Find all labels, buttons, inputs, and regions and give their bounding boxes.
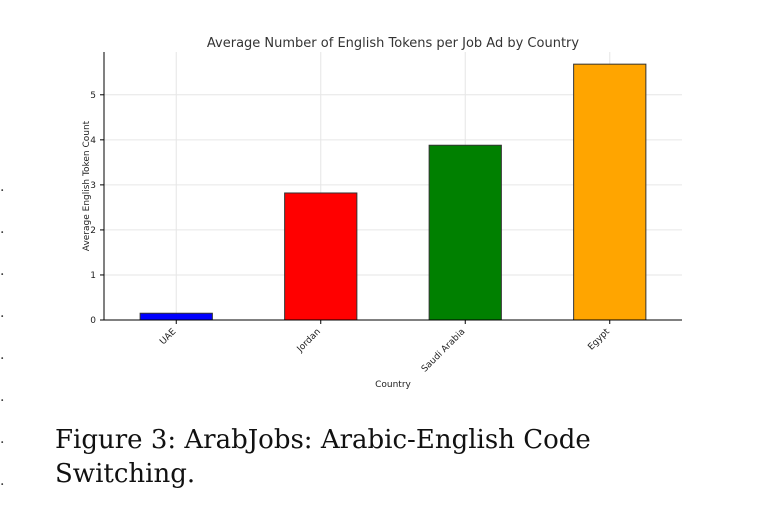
y-axis-label: Average English Token Count [82,120,92,251]
y-ticks: 0 1 2 3 4 5 [90,91,104,326]
y-tick-label: 3 [90,181,96,191]
x-tick-label: Saudi Arabia [420,327,467,374]
y-tick-label: 5 [90,91,96,101]
x-tick-label: UAE [158,327,178,347]
y-tick-label: 1 [90,271,96,281]
y-tick-label: 0 [90,316,96,326]
x-ticks: UAE Jordan Saudi Arabia Egypt [158,320,612,375]
bar-uae [139,312,213,321]
bar-jordan [284,192,358,321]
x-tick-label: Jordan [295,327,323,355]
x-axis-label: Country [375,380,411,390]
y-tick-label: 2 [90,226,96,236]
bar-chart: 0 1 2 3 4 5 UAE Jordan Saudi Arabia Egypt Averag… [82,36,682,390]
x-tick-label: Egypt [586,327,612,353]
chart-title: Average Number of English Tokens per Job… [207,36,579,51]
bars [139,63,647,321]
left-margin-marks: · · · · · · · · [0,183,5,493]
y-tick-label: 4 [90,136,96,146]
bar-egypt [573,63,647,321]
bar-saudi-arabia [428,144,502,321]
figure-caption: Figure 3: ArabJobs: Arabic-English Code … [55,425,591,489]
